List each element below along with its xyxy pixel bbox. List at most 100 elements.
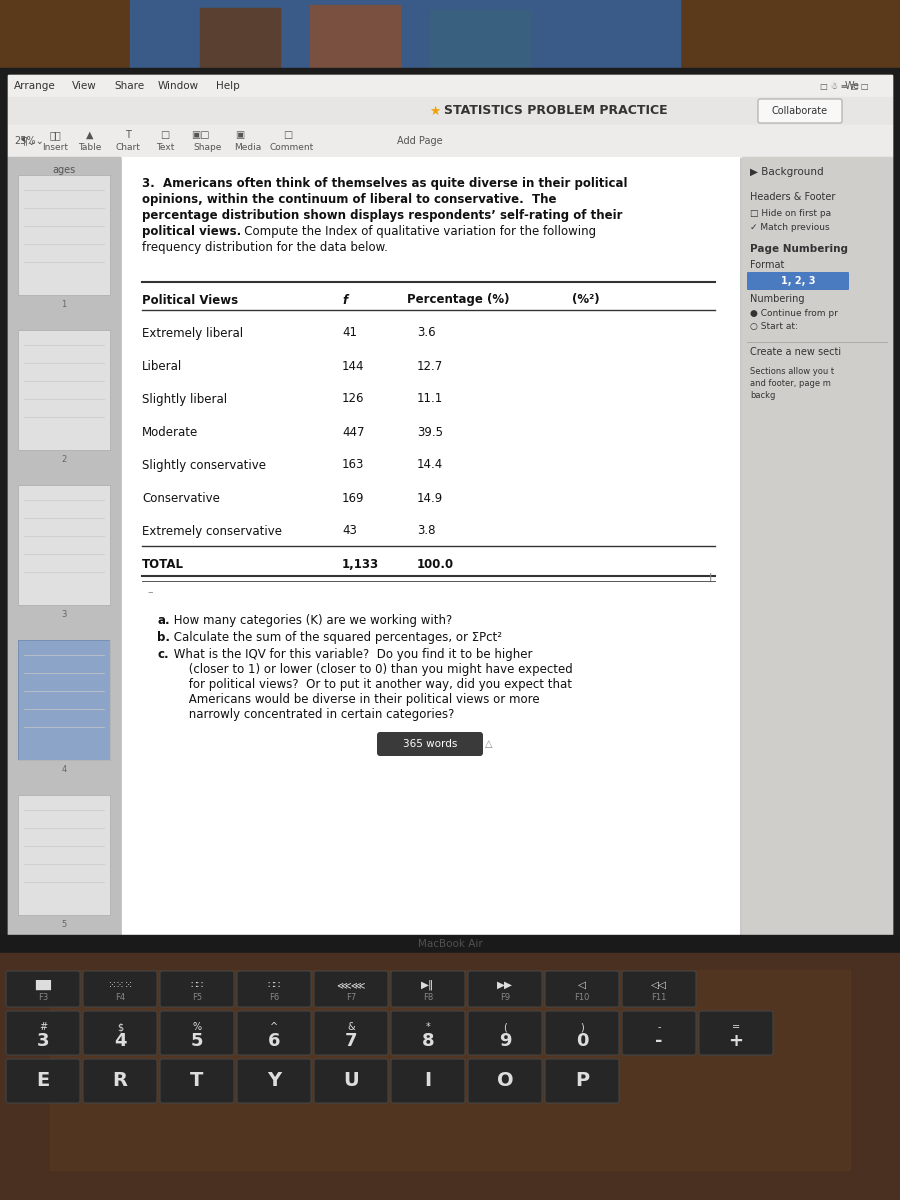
Text: 3.6: 3.6 [417,326,436,340]
Text: 6: 6 [268,1032,280,1050]
Text: *: * [426,1022,430,1032]
FancyBboxPatch shape [237,1010,311,1055]
Text: Sections allow you t: Sections allow you t [750,367,834,377]
Text: a.: a. [157,614,169,626]
Text: –: – [147,587,153,596]
Text: 0: 0 [576,1032,589,1050]
Text: 14.4: 14.4 [417,458,443,472]
Text: 12.7: 12.7 [417,360,443,372]
Text: I: I [708,572,712,583]
Bar [18,175,110,295]
Text: #: # [39,1022,47,1032]
Text: ◁: ◁ [578,980,586,990]
Text: F6: F6 [269,992,279,1002]
Text: Chart: Chart [115,144,140,152]
Text: 3.  Americans often think of themselves as quite diverse in their political: 3. Americans often think of themselves a… [142,176,627,190]
Text: ∷∷: ∷∷ [267,980,281,990]
Text: Share: Share [114,80,144,91]
Text: Y: Y [267,1072,281,1091]
Text: Media: Media [234,144,262,152]
Text: MacBook Air: MacBook Air [418,938,482,949]
Text: ● Continue from pr: ● Continue from pr [750,310,838,318]
Text: percentage distribution shown displays respondents’ self-rating of their: percentage distribution shown displays r… [142,209,623,222]
Text: Page Numbering: Page Numbering [750,244,848,254]
Text: Compute the Index of qualitative variation for the following: Compute the Index of qualitative variati… [233,226,596,238]
Text: 3.8: 3.8 [417,524,436,538]
FancyBboxPatch shape [160,971,234,1007]
Text: 25%⌄: 25%⌄ [14,136,44,146]
Text: R: R [112,1072,128,1091]
FancyBboxPatch shape [545,1058,619,1103]
Text: □ ☃ ≡ □ □: □ ☃ ≡ □ □ [820,82,868,90]
Text: 9: 9 [499,1032,511,1050]
Text: 163: 163 [342,458,364,472]
FancyBboxPatch shape [747,272,849,290]
Text: ○ Start at:: ○ Start at: [750,323,798,331]
Text: How many categories (K) are we working with?: How many categories (K) are we working w… [170,614,452,626]
Bar [18,640,110,760]
FancyBboxPatch shape [622,971,696,1007]
Bar [8,125,892,157]
Text: ★: ★ [428,104,440,118]
Text: Extremely conservative: Extremely conservative [142,524,282,538]
Text: Shape: Shape [194,144,222,152]
Text: c.: c. [157,648,168,661]
Text: Table: Table [78,144,102,152]
FancyBboxPatch shape [545,1010,619,1055]
Text: Slightly conservative: Slightly conservative [142,458,266,472]
Bar [130,0,680,68]
Bar [50,970,850,1170]
Text: I: I [425,1072,432,1091]
Text: □: □ [160,130,169,140]
FancyBboxPatch shape [758,98,842,122]
Text: Text: Text [156,144,175,152]
Bar [8,74,892,935]
Text: F5: F5 [192,992,202,1002]
Text: frequency distribution for the data below.: frequency distribution for the data belo… [142,241,388,254]
FancyBboxPatch shape [377,732,483,756]
Text: Comment: Comment [270,144,314,152]
Text: 5: 5 [191,1032,203,1050]
Text: Moderate: Moderate [142,426,198,438]
Text: 144: 144 [342,360,364,372]
Text: 2: 2 [61,455,67,464]
FancyBboxPatch shape [391,1058,465,1103]
FancyBboxPatch shape [391,1010,465,1055]
FancyBboxPatch shape [314,1058,388,1103]
Text: 5: 5 [61,920,67,929]
Text: 39.5: 39.5 [417,426,443,438]
FancyBboxPatch shape [545,971,619,1007]
Text: 11.1: 11.1 [417,392,443,406]
Bar [8,157,120,935]
FancyBboxPatch shape [314,971,388,1007]
Text: Insert: Insert [42,144,68,152]
Text: Extremely liberal: Extremely liberal [142,326,243,340]
Text: Window: Window [158,80,199,91]
Text: backg: backg [750,390,776,400]
Text: (closer to 1) or lower (closer to 0) than you might have expected: (closer to 1) or lower (closer to 0) tha… [170,662,572,676]
Text: 14.9: 14.9 [417,492,443,504]
Text: Conservative: Conservative [142,492,220,504]
FancyBboxPatch shape [468,1058,542,1103]
Text: 447: 447 [342,426,364,438]
Text: 100.0: 100.0 [417,558,454,570]
Text: ✓ Match previous: ✓ Match previous [750,222,830,232]
Text: □: □ [284,130,292,140]
Text: 43: 43 [342,524,357,538]
Text: ▣□: ▣□ [191,130,209,140]
Text: △: △ [485,739,492,749]
Bar [18,330,110,450]
Text: ▣: ▣ [236,130,245,140]
Bar [0,953,900,1200]
Text: 1: 1 [61,300,67,308]
Text: (: ( [503,1022,507,1032]
Text: ▶▶: ▶▶ [497,980,513,990]
Bar [430,10,530,68]
Text: Slightly liberal: Slightly liberal [142,392,227,406]
Text: -: - [657,1022,661,1032]
Text: 41: 41 [342,326,357,340]
Polygon shape [680,0,900,74]
FancyBboxPatch shape [622,1010,696,1055]
Text: ^: ^ [270,1022,278,1032]
Text: F9: F9 [500,992,510,1002]
